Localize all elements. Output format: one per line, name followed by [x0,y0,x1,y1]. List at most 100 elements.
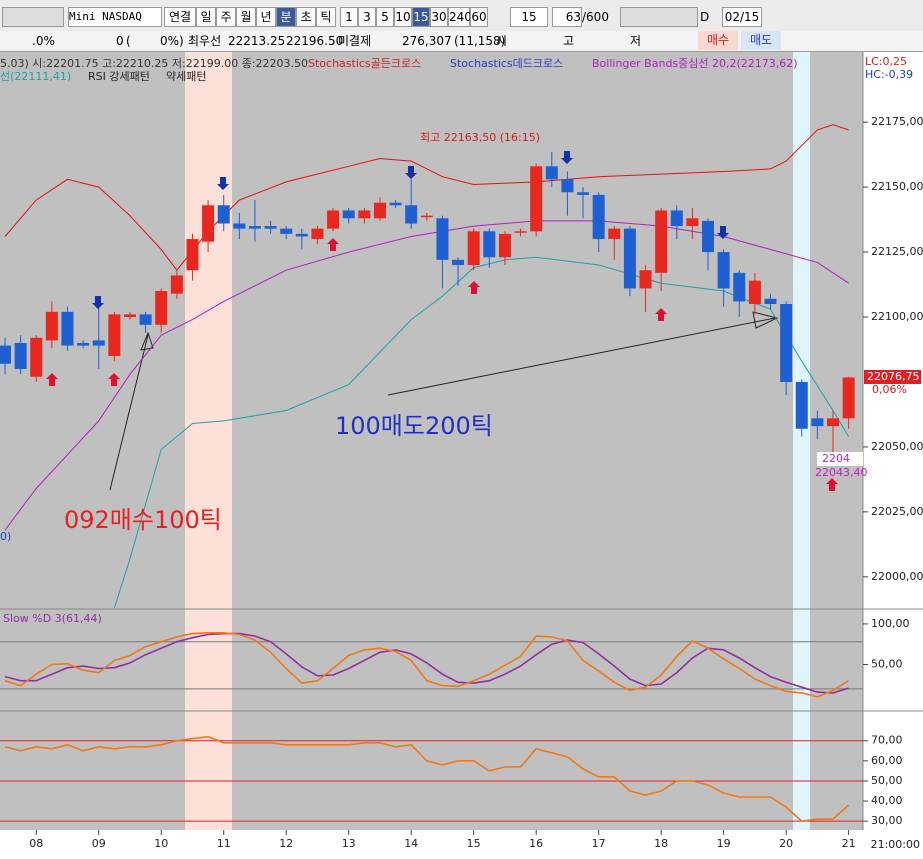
interval-button[interactable]: 240 [448,7,472,27]
period-button[interactable]: 틱 [316,7,336,27]
interval-button[interactable]: 60 [470,7,488,27]
candle-body [436,218,449,260]
y-tick-label: 70,00 [871,734,903,747]
interval-button[interactable]: 3 [358,7,376,27]
period-button[interactable]: 연결 [164,7,196,27]
sell-signal [561,151,573,164]
candle-body [186,239,199,271]
x-tick-label: 09 [92,837,106,850]
x-tick-label: 17 [592,837,606,850]
open-label: 시 [496,34,508,48]
sell-button[interactable]: 매도 [741,31,781,50]
candle-body [77,342,90,346]
symbol-input[interactable]: Mini NASDAQ 100(25.0 [68,7,162,27]
candle-body [530,166,543,232]
candle-body [717,252,730,289]
candle-body [327,210,340,229]
candle-body [139,314,152,325]
period-button[interactable]: 월 [236,7,256,27]
candle-body [30,337,43,377]
period-button[interactable]: 일 [196,7,216,27]
candle-body [405,205,418,224]
candle-body [264,226,277,229]
candle-body [467,231,480,266]
y-tick-label: 30,00 [871,814,903,827]
candle-body [358,210,371,219]
candle-body [748,280,761,305]
legend-ohlc: 5.03) 시:22201.75 고:22210.25 저:22199.00 종… [0,57,308,70]
date-input[interactable]: 02/15 [722,7,762,27]
candle-body [483,231,496,258]
candle-body [655,210,668,273]
candle-body [92,340,105,346]
x-tick-label: 15 [467,837,481,850]
candle-body [670,210,683,227]
x-tick-label: 14 [404,837,418,850]
volume: 0 [116,34,124,48]
candle-body [623,228,636,289]
x-tick-label: 13 [342,837,356,850]
buy-signal [108,373,120,386]
candle-body [342,210,355,219]
interval-button[interactable]: 30 [430,7,448,27]
candle-body [217,205,230,224]
tool-icons[interactable] [2,7,64,27]
x-tick-label: 20 [779,837,793,850]
interval-button[interactable]: 15 [412,7,430,27]
candle-body [780,304,793,382]
tool-icons-2[interactable] [620,7,698,27]
paren: ( [126,34,131,48]
best-label: 최우선 [188,34,222,48]
period-button[interactable]: 분 [276,7,296,27]
candle-body [733,272,746,302]
buy-button[interactable]: 매수 [698,31,738,50]
x-tick-label: 18 [654,837,668,850]
y-tick-label: 40,00 [871,794,903,807]
candle-body [61,311,74,346]
buy-signal [327,238,339,251]
annotation-arrow [387,317,776,396]
candle-body [452,259,465,266]
annotation: 092매수100틱 [64,506,222,534]
period-button[interactable]: 초 [296,7,316,27]
series-line [4,632,850,698]
highlight-band [185,52,232,830]
count-input[interactable]: 63 [552,7,582,27]
candle-body [764,298,777,305]
candle-body [686,218,699,227]
annotation: 22043,40 [815,466,868,479]
price-box [864,370,921,384]
info-bar: .0% 0 ( 0%) 최우선 22213.25 22196.50 미결제 27… [0,31,923,52]
x-tick-label: 16 [529,837,543,850]
x-tick-label: 21 [842,837,856,850]
interval-input[interactable]: 15 [510,7,548,27]
candle-body [155,291,168,325]
toolbar: Mini NASDAQ 100(25.0 15 63 /600 D 02/15 … [0,0,923,32]
interval-button[interactable]: 1 [340,7,358,27]
period-button[interactable]: 년 [256,7,276,27]
interval-button[interactable]: 5 [376,7,394,27]
legend-rsi-bull: RSI 강세패턴 [88,70,150,83]
ask: 22213.25 [228,34,286,48]
candle-body [389,202,402,206]
candle-body [827,418,840,427]
candle-body [295,233,308,237]
legend-golden: Stochastics골든크로스 [308,57,421,70]
y-tick-label: 100,00 [871,617,910,630]
candle-body [0,345,11,364]
annotation: 100매도200틱 [335,412,493,440]
candle-body [795,381,808,429]
date-check[interactable]: D [700,10,710,24]
annotation: 2204 [822,452,850,465]
oi-label: 미결제 [338,34,372,48]
sell-signal [92,296,104,309]
low-label: 저 [630,34,642,48]
candle-body [170,275,183,294]
buy-signal [655,308,667,321]
interval-button[interactable]: 10 [394,7,412,27]
y-tick-label: 22000,00 [871,570,923,583]
x-tick-label: 11 [217,837,231,850]
arrow-head [752,311,779,329]
period-button[interactable]: 주 [216,7,236,27]
candle-body [108,314,121,356]
